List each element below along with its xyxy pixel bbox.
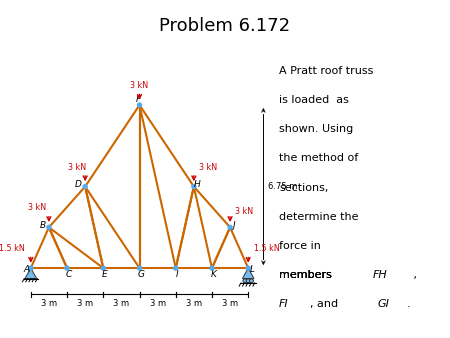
Text: K: K <box>211 270 216 279</box>
Text: GI: GI <box>378 299 390 309</box>
Text: 3 m: 3 m <box>186 299 202 308</box>
Circle shape <box>246 266 250 270</box>
Text: members: members <box>279 270 335 280</box>
Text: 3 m: 3 m <box>77 299 93 308</box>
Text: sections,: sections, <box>279 183 328 193</box>
Text: 3 kN: 3 kN <box>130 81 148 90</box>
Polygon shape <box>25 268 36 279</box>
Text: the method of: the method of <box>279 153 358 163</box>
Text: 3 m: 3 m <box>149 299 166 308</box>
Text: FI: FI <box>279 299 288 309</box>
Text: 3 m: 3 m <box>222 299 238 308</box>
Text: members: members <box>279 270 335 280</box>
Circle shape <box>65 266 69 270</box>
Text: G: G <box>137 270 144 279</box>
Circle shape <box>138 266 141 270</box>
Circle shape <box>47 225 51 229</box>
Polygon shape <box>243 268 254 279</box>
Circle shape <box>83 185 87 189</box>
Text: 3 kN: 3 kN <box>28 203 46 212</box>
Text: A: A <box>23 265 30 274</box>
Circle shape <box>174 266 178 270</box>
Text: FH: FH <box>373 270 387 280</box>
Circle shape <box>101 266 105 270</box>
Circle shape <box>192 185 196 189</box>
Text: , and: , and <box>310 299 341 309</box>
Text: 3 kN: 3 kN <box>68 163 86 171</box>
Text: ,: , <box>410 270 418 280</box>
Text: 1.5 kN: 1.5 kN <box>254 244 280 253</box>
Text: Problem 6.172: Problem 6.172 <box>159 17 291 35</box>
Text: J: J <box>232 221 235 230</box>
Text: 3 m: 3 m <box>113 299 130 308</box>
Circle shape <box>249 279 253 283</box>
Text: F: F <box>135 95 140 104</box>
Text: shown. Using: shown. Using <box>279 124 353 134</box>
Text: C: C <box>65 270 72 279</box>
Text: H: H <box>194 180 201 189</box>
Text: B: B <box>40 221 46 230</box>
Text: force in: force in <box>279 241 321 251</box>
Circle shape <box>210 266 214 270</box>
Text: 3 m: 3 m <box>41 299 57 308</box>
Circle shape <box>29 266 33 270</box>
Text: 1.5 kN: 1.5 kN <box>0 244 25 253</box>
Circle shape <box>243 279 247 283</box>
Text: 6.75 m: 6.75 m <box>268 182 297 191</box>
Text: is loaded  as: is loaded as <box>279 95 349 105</box>
Text: D: D <box>75 180 82 189</box>
Text: determine the: determine the <box>279 212 359 222</box>
Text: A Pratt roof truss: A Pratt roof truss <box>279 66 374 76</box>
Circle shape <box>228 225 232 229</box>
Circle shape <box>246 279 250 283</box>
Circle shape <box>138 103 141 107</box>
Text: 3 kN: 3 kN <box>235 207 253 216</box>
Text: members: members <box>279 270 335 280</box>
Text: E: E <box>102 270 108 279</box>
Text: 3 kN: 3 kN <box>198 163 217 171</box>
Text: I: I <box>176 270 179 279</box>
Text: L: L <box>249 265 254 274</box>
Text: .: . <box>407 299 410 309</box>
